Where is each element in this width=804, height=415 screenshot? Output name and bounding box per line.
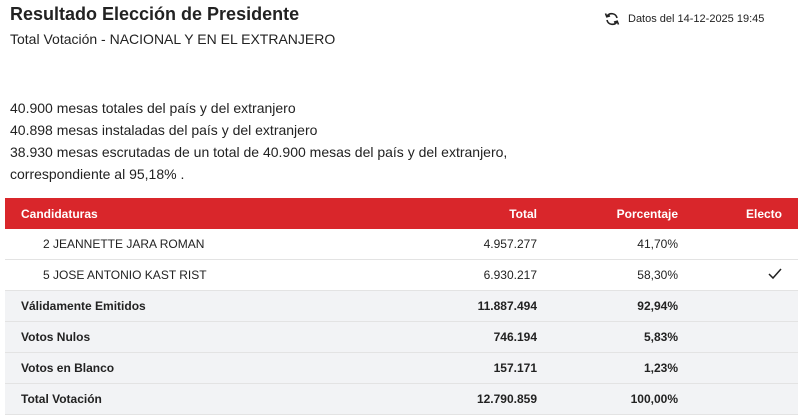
column-header: Candidaturas xyxy=(5,198,400,229)
votes: 12.790.859 xyxy=(400,383,553,415)
candidate-row: 5 JOSE ANTONIO KAST RIST 6.930.217 58,30… xyxy=(5,259,798,291)
votes: 6.930.217 xyxy=(400,259,553,291)
results-table: Candidaturas Total Porcentaje Electo 2 J… xyxy=(5,198,798,415)
elected-check xyxy=(768,268,782,279)
empty-cell xyxy=(694,352,798,384)
header-row: Candidaturas Total Porcentaje Electo xyxy=(5,198,798,229)
percentage: 41,70% xyxy=(553,229,694,260)
percentage: 1,23% xyxy=(553,352,694,384)
elected-cell xyxy=(694,259,798,291)
summary-line: 40.900 mesas totales del país y del extr… xyxy=(10,100,296,116)
percentage: 5,83% xyxy=(553,321,694,353)
empty-cell xyxy=(694,321,798,353)
total-row: Válidamente Emitidos 11.887.494 92,94% xyxy=(5,290,798,322)
votes: 157.171 xyxy=(400,352,553,384)
candidate-name: 5 JOSE ANTONIO KAST RIST xyxy=(5,259,400,291)
total-label: Votos Nulos xyxy=(5,321,400,353)
column-header: Porcentaje xyxy=(553,198,694,229)
total-label: Total Votación xyxy=(5,383,400,415)
summary: 40.900 mesas totales del país y del extr… xyxy=(10,97,507,185)
total-row: Votos en Blanco 157.171 1,23% xyxy=(5,352,798,384)
total-label: Votos en Blanco xyxy=(5,352,400,384)
update-info: Datos del 14-12-2025 19:45 xyxy=(604,12,764,26)
page-title: Resultado Elección de Presidente xyxy=(10,4,300,24)
column-header: Electo xyxy=(694,198,798,229)
summary-line: 38.930 mesas escrutadas de un total de 4… xyxy=(10,144,508,160)
total-row: Votos Nulos 746.194 5,83% xyxy=(5,321,798,353)
percentage: 92,94% xyxy=(553,290,694,322)
subtitle: Total Votación - NACIONAL Y EN EL EXTRAN… xyxy=(10,31,336,47)
total-label: Válidamente Emitidos xyxy=(5,290,400,322)
refresh-icon[interactable] xyxy=(604,12,620,26)
empty-cell xyxy=(694,290,798,322)
percentage: 100,00% xyxy=(553,383,694,415)
candidate-name: 2 JEANNETTE JARA ROMAN xyxy=(5,229,400,260)
votes: 11.887.494 xyxy=(400,290,553,322)
column-header: Total xyxy=(400,198,553,229)
summary-line: 40.898 mesas instaladas del país y del e… xyxy=(10,122,318,138)
percentage: 58,30% xyxy=(553,259,694,291)
update-time: Datos del 14-12-2025 19:45 xyxy=(628,13,765,25)
candidate-row: 2 JEANNETTE JARA ROMAN 4.957.277 41,70% xyxy=(5,229,798,260)
votes: 746.194 xyxy=(400,321,553,353)
elected-cell xyxy=(694,229,798,260)
empty-cell xyxy=(694,383,798,415)
votes: 4.957.277 xyxy=(400,229,553,260)
summary-line: correspondiente al 95,18% . xyxy=(10,166,185,182)
total-row: Total Votación 12.790.859 100,00% xyxy=(5,383,798,415)
